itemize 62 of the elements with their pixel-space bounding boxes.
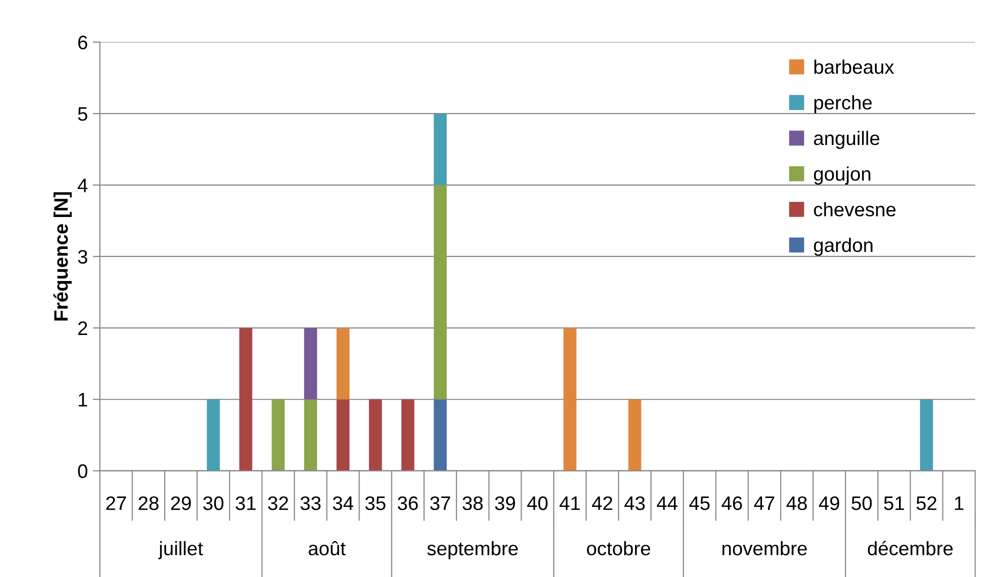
bar <box>401 399 414 471</box>
y-tick-label: 5 <box>78 107 88 121</box>
x-tick-label: 52 <box>916 496 936 510</box>
x-tick-label: 38 <box>462 496 483 510</box>
bar <box>304 399 318 471</box>
x-tick-label: 35 <box>365 496 386 510</box>
x-tick-label: 37 <box>430 496 450 510</box>
bar <box>304 328 318 400</box>
y-tick-label: 0 <box>78 464 88 478</box>
x-tick-label: 36 <box>398 496 418 510</box>
bar <box>434 185 447 400</box>
x-tick-label: 49 <box>818 496 840 510</box>
x-tick-label: 34 <box>332 496 354 510</box>
x-tick-label: 32 <box>268 496 288 510</box>
y-tick-label: 1 <box>78 393 88 406</box>
x-tick-label: 29 <box>171 496 191 510</box>
x-tick-label: 40 <box>527 496 548 510</box>
legend-label: chevesne <box>814 202 896 216</box>
text: octobre <box>586 541 650 556</box>
x-tick-label: 44 <box>656 496 678 510</box>
bar <box>628 399 642 471</box>
x-tick-label: 45 <box>689 496 710 510</box>
text: septembre <box>427 541 518 560</box>
y-tick-label: 4 <box>78 178 88 192</box>
x-tick-label: 28 <box>138 496 158 510</box>
x-tick-label: 27 <box>106 496 126 510</box>
text: août <box>308 541 346 556</box>
bar <box>368 399 382 471</box>
text: novembre <box>722 541 807 556</box>
y-tick-label: 3 <box>78 250 88 264</box>
x-tick-label: 31 <box>236 496 256 510</box>
legend-label: anguille <box>814 130 880 149</box>
x-tick-label: 43 <box>624 496 645 510</box>
bar <box>272 399 285 471</box>
x-tick-label: 51 <box>884 496 904 510</box>
x-tick-label: 41 <box>560 496 580 510</box>
x-tick-label: 30 <box>203 496 224 510</box>
x-tick-label: 42 <box>592 496 612 510</box>
x-tick-label: 39 <box>495 496 515 510</box>
legend-label: goujon <box>814 166 870 185</box>
x-tick-label: 1 <box>955 496 964 510</box>
y-tick-label: 2 <box>78 321 88 335</box>
x-tick-label: 48 <box>786 496 807 510</box>
legend-label: gardon <box>814 238 872 256</box>
x-tick-label: 46 <box>722 496 742 510</box>
bar <box>434 114 447 186</box>
y-tick-label: 6 <box>78 36 88 50</box>
legend-label: barbeaux <box>814 60 894 74</box>
bar <box>239 328 252 471</box>
x-tick-label: 50 <box>852 496 872 510</box>
bar <box>336 328 350 400</box>
text: décembre <box>868 540 953 556</box>
bar <box>920 399 934 471</box>
bar <box>336 399 350 471</box>
bar <box>563 328 576 471</box>
x-tick-label: 33 <box>300 496 321 510</box>
legend-label: perche <box>814 95 872 114</box>
bar <box>434 399 447 471</box>
text: juillet <box>158 541 203 560</box>
y-axis-title: Fréquence [N] <box>53 192 72 321</box>
bar <box>206 399 220 471</box>
x-tick-label: 47 <box>754 496 774 510</box>
